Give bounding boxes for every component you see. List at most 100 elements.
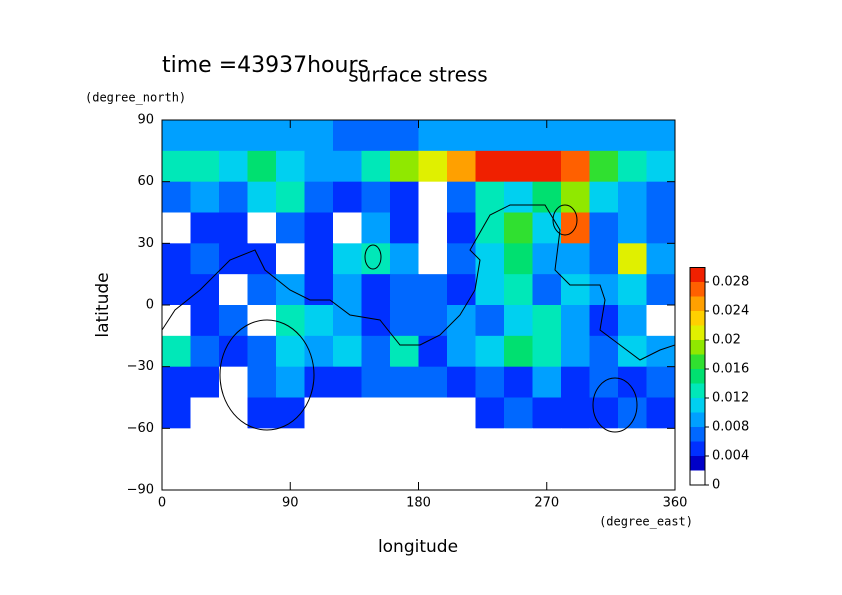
cell [475,366,505,398]
cell [390,366,419,398]
colorbar-tick-label: 0.012 [712,391,749,406]
y-axis-label: latitude [93,272,113,337]
cell [475,243,505,275]
cell [219,120,248,152]
coastline [592,377,638,433]
cell [304,212,334,244]
cell [532,243,562,275]
y-tick-label: −60 [127,421,154,436]
colorbar-swatch [690,369,705,384]
cell [418,181,448,213]
colorbar-swatch [690,340,705,355]
coastlines [162,204,675,433]
cell [190,181,220,213]
cell [247,120,277,152]
cell [162,335,191,368]
cell [276,366,305,398]
cell [219,335,248,368]
cell [475,305,505,337]
y-tick-label: −90 [127,483,154,498]
cell [390,459,419,490]
colorbar-swatch [690,325,705,340]
cell [390,181,419,213]
cell [418,305,448,337]
cell [589,366,619,398]
cell [247,397,277,429]
cell [418,335,448,368]
cell [190,397,220,429]
cell [219,366,248,398]
cell [190,366,220,398]
cell [304,335,334,368]
cell [618,212,647,244]
colorbar-swatch [690,456,705,471]
cell [219,428,248,460]
x-tick-label: 180 [406,496,431,511]
cell [390,397,419,429]
cell [304,181,334,213]
cell [333,335,362,368]
cell [333,366,362,398]
cell [618,428,647,460]
cell [504,181,533,213]
cell [447,397,476,429]
cell [618,305,647,337]
cell [589,181,619,213]
cell [162,181,191,213]
cell [504,305,533,337]
cell [447,459,476,490]
cell [390,243,419,275]
cell [418,243,448,275]
cell [618,335,647,368]
cell [390,335,419,368]
cell [418,459,448,490]
colorbar-swatch [690,398,705,413]
cell [304,274,334,306]
cell [276,243,305,275]
x-unit: (degree_east) [599,515,693,529]
cell [333,212,362,244]
cell [504,459,533,490]
coastline [219,319,315,431]
cell [589,120,619,152]
cell [475,335,505,368]
x-tick-label: 90 [282,496,299,511]
cell [475,181,505,213]
cell [304,366,334,398]
cell [247,243,277,275]
cell [532,150,562,183]
cell [447,305,476,337]
cell [561,120,590,152]
cell [475,459,505,490]
y-tick-label: −30 [127,359,154,374]
cell [162,428,191,460]
cell [447,366,476,398]
colorbar-swatch [690,282,705,297]
colorbar-swatch [690,354,705,369]
cell [561,366,590,398]
cell [561,335,590,368]
cell [247,335,277,368]
cell [618,181,647,213]
cell [304,243,334,275]
colorbar-swatch [690,296,705,311]
cell [390,428,419,460]
cell [589,335,619,368]
colorbar-swatch [690,412,705,427]
cell [304,397,334,429]
cell [247,428,277,460]
cell [589,459,619,490]
cell [219,459,248,490]
chart-title: surface stress [348,63,487,87]
cell [190,150,220,183]
cell [646,120,675,152]
cell [561,428,590,460]
cell [504,366,533,398]
cell [589,212,619,244]
coastline [162,204,675,361]
cell [504,150,533,183]
cell [162,305,191,337]
cell [333,181,362,213]
axes: 0 90 180 270 360 −90 −60 −30 0 30 60 90 0 0.004 0.008 0… [127,113,750,511]
